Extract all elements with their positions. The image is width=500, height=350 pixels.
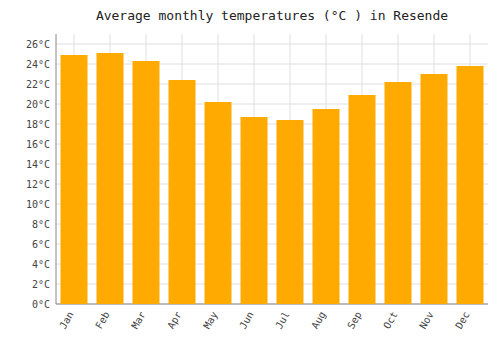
y-tick-label: 10°C: [26, 199, 50, 210]
x-tick-label: Sep: [345, 310, 364, 331]
y-tick-label: 8°C: [32, 219, 50, 230]
x-tick-label: Jul: [273, 310, 292, 331]
y-tick-label: 2°C: [32, 279, 50, 290]
x-tick-label: Dec: [453, 310, 472, 331]
y-tick-label: 6°C: [32, 239, 50, 250]
x-tick-label: Jun: [237, 310, 256, 331]
chart-title: Average monthly temperatures (°C ) in Re…: [96, 8, 448, 23]
bar: [169, 80, 196, 304]
chart-container: Average monthly temperatures (°C ) in Re…: [0, 0, 500, 350]
chart-svg: Average monthly temperatures (°C ) in Re…: [0, 0, 500, 350]
y-tick-label: 0°C: [32, 299, 50, 310]
y-axis-line: [56, 34, 57, 304]
x-tick-label: Feb: [93, 310, 112, 331]
bar: [349, 95, 376, 304]
x-tick-label: Aug: [309, 310, 328, 331]
axes: 0°C 2°C 4°C 6°C 8°C 10°C 12°C 14°C 16°C 18°C 20°C 2…: [26, 34, 488, 331]
y-grid-line: [56, 44, 488, 45]
y-tick-label: 20°C: [26, 99, 50, 110]
bar: [277, 120, 304, 304]
x-tick-label: Oct: [381, 310, 400, 331]
bar: [421, 74, 448, 304]
bar: [97, 53, 124, 304]
x-tick-label: Apr: [165, 310, 184, 331]
y-tick-label: 24°C: [26, 59, 50, 70]
y-tick-label: 16°C: [26, 139, 50, 150]
bar: [313, 109, 340, 304]
bars: [61, 53, 484, 304]
bar: [61, 55, 88, 304]
bar: [385, 82, 412, 304]
bar: [205, 102, 232, 304]
y-tick-label: 26°C: [26, 39, 50, 50]
x-tick-label: May: [201, 310, 220, 331]
y-tick-label: 18°C: [26, 119, 50, 130]
y-tick-label: 14°C: [26, 159, 50, 170]
y-tick-label: 12°C: [26, 179, 50, 190]
y-tick-label: 4°C: [32, 259, 50, 270]
bar: [133, 61, 160, 304]
grid: [56, 34, 488, 304]
bar: [457, 66, 484, 304]
x-tick-label: Jan: [57, 310, 76, 331]
y-tick-label: 22°C: [26, 79, 50, 90]
bar: [241, 117, 268, 304]
x-tick-label: Mar: [129, 310, 148, 331]
x-tick-label: Nov: [417, 310, 436, 331]
